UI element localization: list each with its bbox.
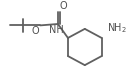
Text: O: O	[31, 26, 39, 36]
Text: NH$_2$: NH$_2$	[107, 21, 127, 35]
Text: NH: NH	[49, 25, 64, 35]
Text: O: O	[59, 1, 67, 11]
